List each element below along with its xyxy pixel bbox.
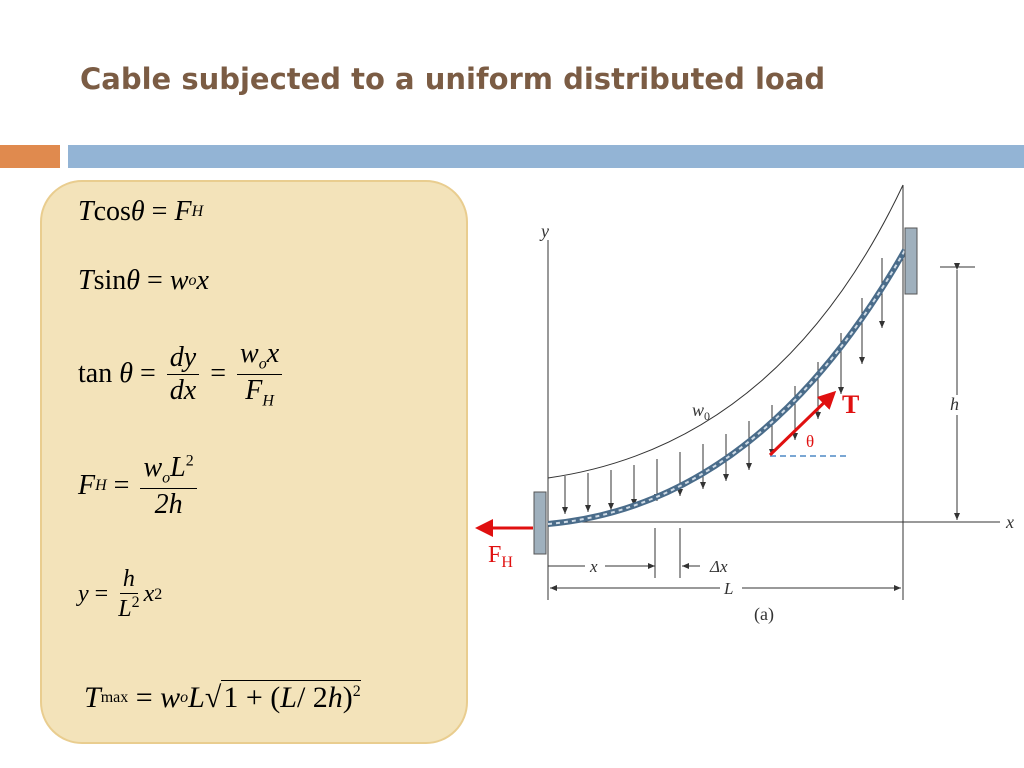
denominator: L2 bbox=[118, 594, 139, 623]
equation-box bbox=[40, 180, 468, 744]
eq-text: F bbox=[78, 470, 96, 502]
eq-text: / 2 bbox=[296, 681, 328, 714]
eq-text: = bbox=[128, 680, 161, 714]
eq-text: L bbox=[188, 680, 205, 714]
label: x bbox=[1005, 512, 1014, 532]
label: T bbox=[842, 390, 859, 419]
eq-text: F bbox=[174, 196, 192, 227]
eq-sub: o bbox=[162, 469, 171, 487]
eq-text: = bbox=[88, 581, 115, 607]
right-support bbox=[904, 227, 918, 295]
eq-sup: 2 bbox=[131, 594, 140, 611]
eq-text: 1 + ( bbox=[223, 681, 281, 714]
eq-text: L bbox=[118, 596, 132, 622]
label: Δx bbox=[709, 557, 728, 576]
fraction: h L2 bbox=[118, 566, 139, 623]
eq-text: w bbox=[143, 452, 163, 483]
eq-text: w bbox=[169, 265, 189, 296]
eq-text: x bbox=[266, 338, 280, 369]
eq-text: y bbox=[78, 581, 89, 607]
eq-text: = bbox=[132, 358, 163, 390]
label-sub: 0 bbox=[704, 409, 710, 423]
eq-text: h bbox=[119, 566, 138, 594]
label: FH bbox=[488, 542, 513, 571]
fraction: dy dx bbox=[166, 342, 200, 407]
eq-text: = bbox=[106, 470, 137, 502]
eq-sub: o bbox=[258, 355, 267, 373]
label-sub: H bbox=[501, 554, 513, 571]
equation: tan θ = dy dx = wox FH bbox=[78, 338, 286, 410]
eq-text: T bbox=[78, 196, 94, 227]
eq-text: w bbox=[240, 338, 259, 369]
title: Cable subjected to a uniform distributed… bbox=[80, 62, 826, 96]
load-curve bbox=[547, 184, 904, 479]
eq-text: x bbox=[143, 581, 155, 607]
eq-text: θ bbox=[126, 265, 141, 296]
label: h bbox=[950, 394, 959, 414]
orange-bar bbox=[0, 145, 60, 168]
eq-sup: 2 bbox=[185, 452, 194, 470]
caption: (a) bbox=[754, 604, 774, 625]
eq-text: = bbox=[140, 265, 170, 296]
eq-text: F bbox=[245, 374, 263, 406]
eq-text: L bbox=[170, 452, 186, 483]
label: w bbox=[692, 400, 704, 420]
eq-text: dy bbox=[166, 342, 200, 375]
eq-sup: 2 bbox=[154, 585, 163, 603]
blue-bar bbox=[68, 145, 1024, 168]
label: w0 bbox=[692, 400, 710, 423]
eq-text: 2h bbox=[154, 488, 183, 520]
eq-text: dx bbox=[169, 374, 197, 406]
fraction: woL2 2h bbox=[140, 452, 197, 521]
left-support bbox=[533, 491, 547, 555]
sqrt-sign: √ bbox=[204, 680, 222, 714]
eq-sub: max bbox=[100, 688, 129, 706]
numerator: wox bbox=[237, 338, 283, 375]
tension-arrow bbox=[768, 390, 837, 457]
eq-text: w bbox=[160, 680, 181, 714]
diagram-lines bbox=[547, 184, 1000, 600]
eq-sub: o bbox=[188, 272, 197, 289]
denominator: FH bbox=[245, 375, 274, 411]
eq-text: = bbox=[144, 196, 175, 227]
eq-sub: H bbox=[262, 392, 274, 410]
sqrt-body: 1 + (L/ 2h)2 bbox=[221, 680, 361, 715]
eq-text: L bbox=[280, 681, 297, 714]
eq-text: θ bbox=[130, 196, 145, 227]
eq-sub: H bbox=[95, 477, 107, 495]
eq-text: sin bbox=[93, 265, 127, 296]
eq-text: x bbox=[196, 265, 209, 296]
eq-text: T bbox=[84, 680, 101, 714]
eq-text: θ bbox=[119, 358, 133, 390]
numerator: woL2 bbox=[140, 452, 197, 489]
label: x bbox=[589, 557, 598, 576]
fraction: wox FH bbox=[237, 338, 283, 411]
eq-text: = bbox=[203, 358, 234, 390]
eq-sub: o bbox=[180, 688, 189, 706]
eq-text: cos bbox=[93, 196, 131, 227]
cable bbox=[547, 248, 908, 527]
eq-text: h bbox=[327, 681, 343, 714]
eq-text: ) bbox=[342, 681, 353, 714]
label: L bbox=[723, 579, 733, 598]
cable-twist bbox=[547, 249, 906, 525]
eq-sub: H bbox=[191, 203, 204, 220]
eq-sup: 2 bbox=[352, 683, 361, 700]
load-arrows bbox=[562, 258, 885, 514]
eq-text: T bbox=[78, 265, 94, 296]
label: F bbox=[488, 542, 501, 568]
label: y bbox=[539, 221, 549, 241]
label: θ bbox=[806, 432, 814, 451]
eq-text: tan bbox=[78, 358, 120, 390]
